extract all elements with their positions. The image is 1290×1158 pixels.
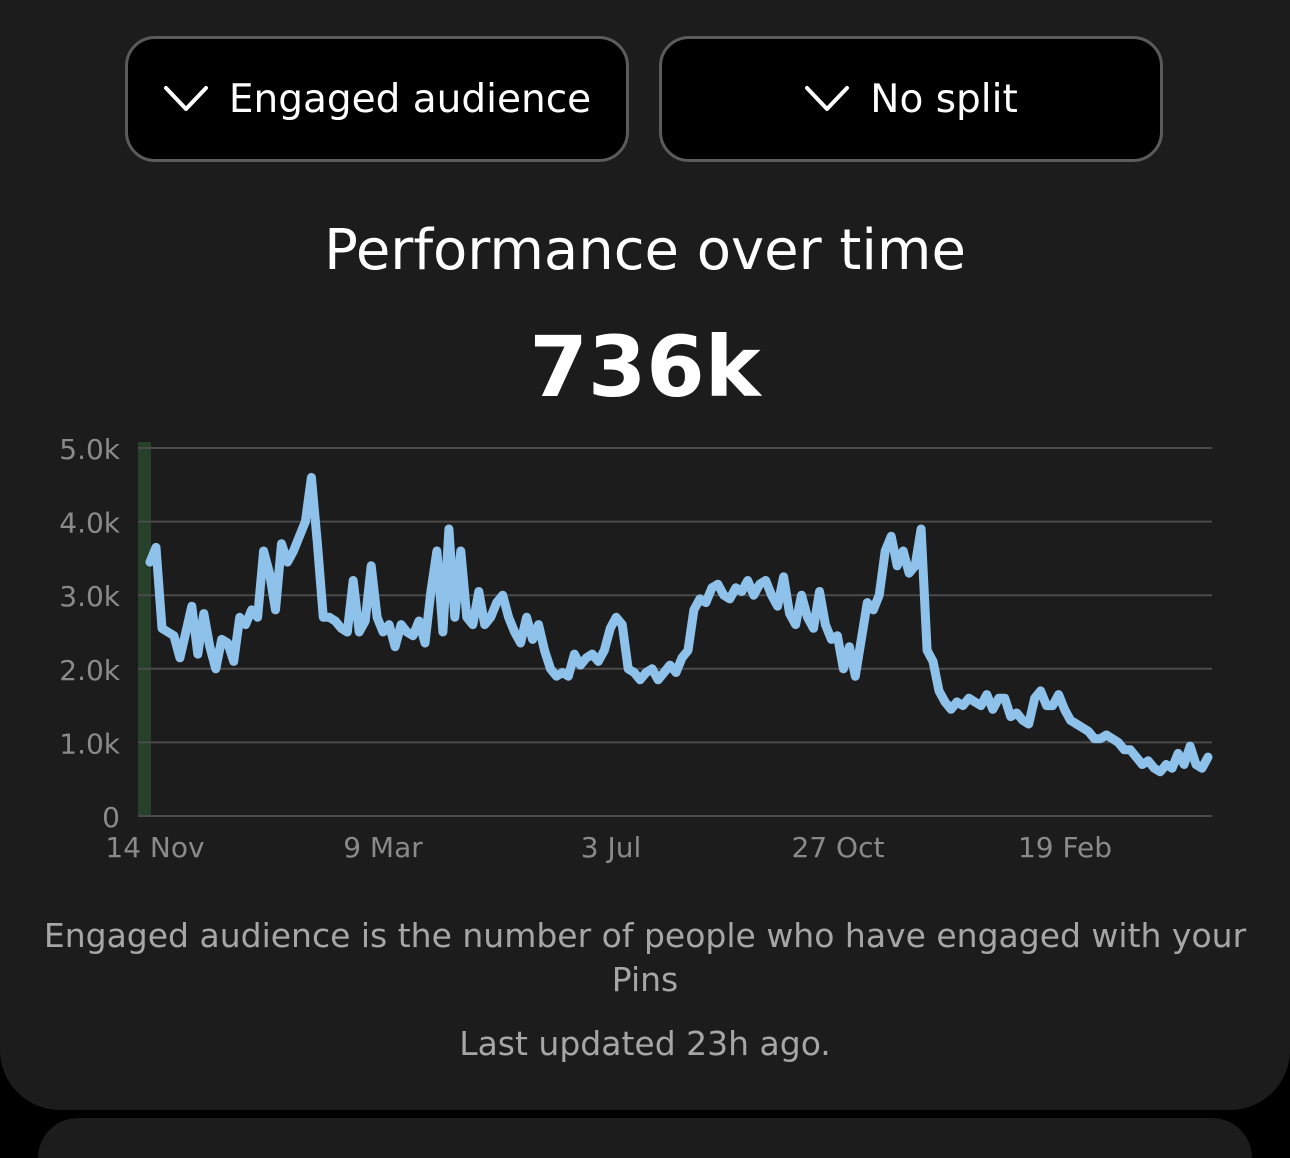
x-tick-label: 14 Nov [105,831,204,864]
y-tick-label: 1.0k [59,727,121,760]
next-card-edge [38,1118,1252,1158]
y-tick-label: 3.0k [59,580,121,613]
y-tick-label: 5.0k [59,433,121,466]
x-tick-label: 19 Feb [1018,831,1112,864]
x-tick-label: 9 Mar [343,831,423,864]
metric-description: Engaged audience is the number of people… [43,916,1247,999]
chevron-down-icon [805,86,850,111]
last-updated-text: Last updated 23h ago. [459,1024,831,1063]
metric-dropdown-label: Engaged audience [228,76,592,122]
metric-dropdown[interactable]: Engaged audience [125,36,629,162]
y-tick-label: 0 [102,801,120,834]
y-tick-label: 4.0k [59,507,121,540]
series-line [145,472,1213,777]
chart-title: Performance over time [324,218,966,283]
split-dropdown-label: No split [870,76,1018,122]
total-value: 736k [529,318,761,416]
chevron-down-icon [163,86,208,111]
x-tick-label: 27 Oct [792,831,885,864]
period-highlight [138,442,151,816]
split-dropdown[interactable]: No split [659,36,1163,162]
y-tick-label: 2.0k [59,654,121,687]
performance-line-chart: 0 1.0k 2.0k 3.0k 4.0k 5.0k 14 Nov 9 Mar 3 Jul 27 … [59,433,1213,864]
analytics-card: Engaged audience No split Performance ov… [0,0,1290,1110]
x-tick-label: 3 Jul [581,831,642,864]
